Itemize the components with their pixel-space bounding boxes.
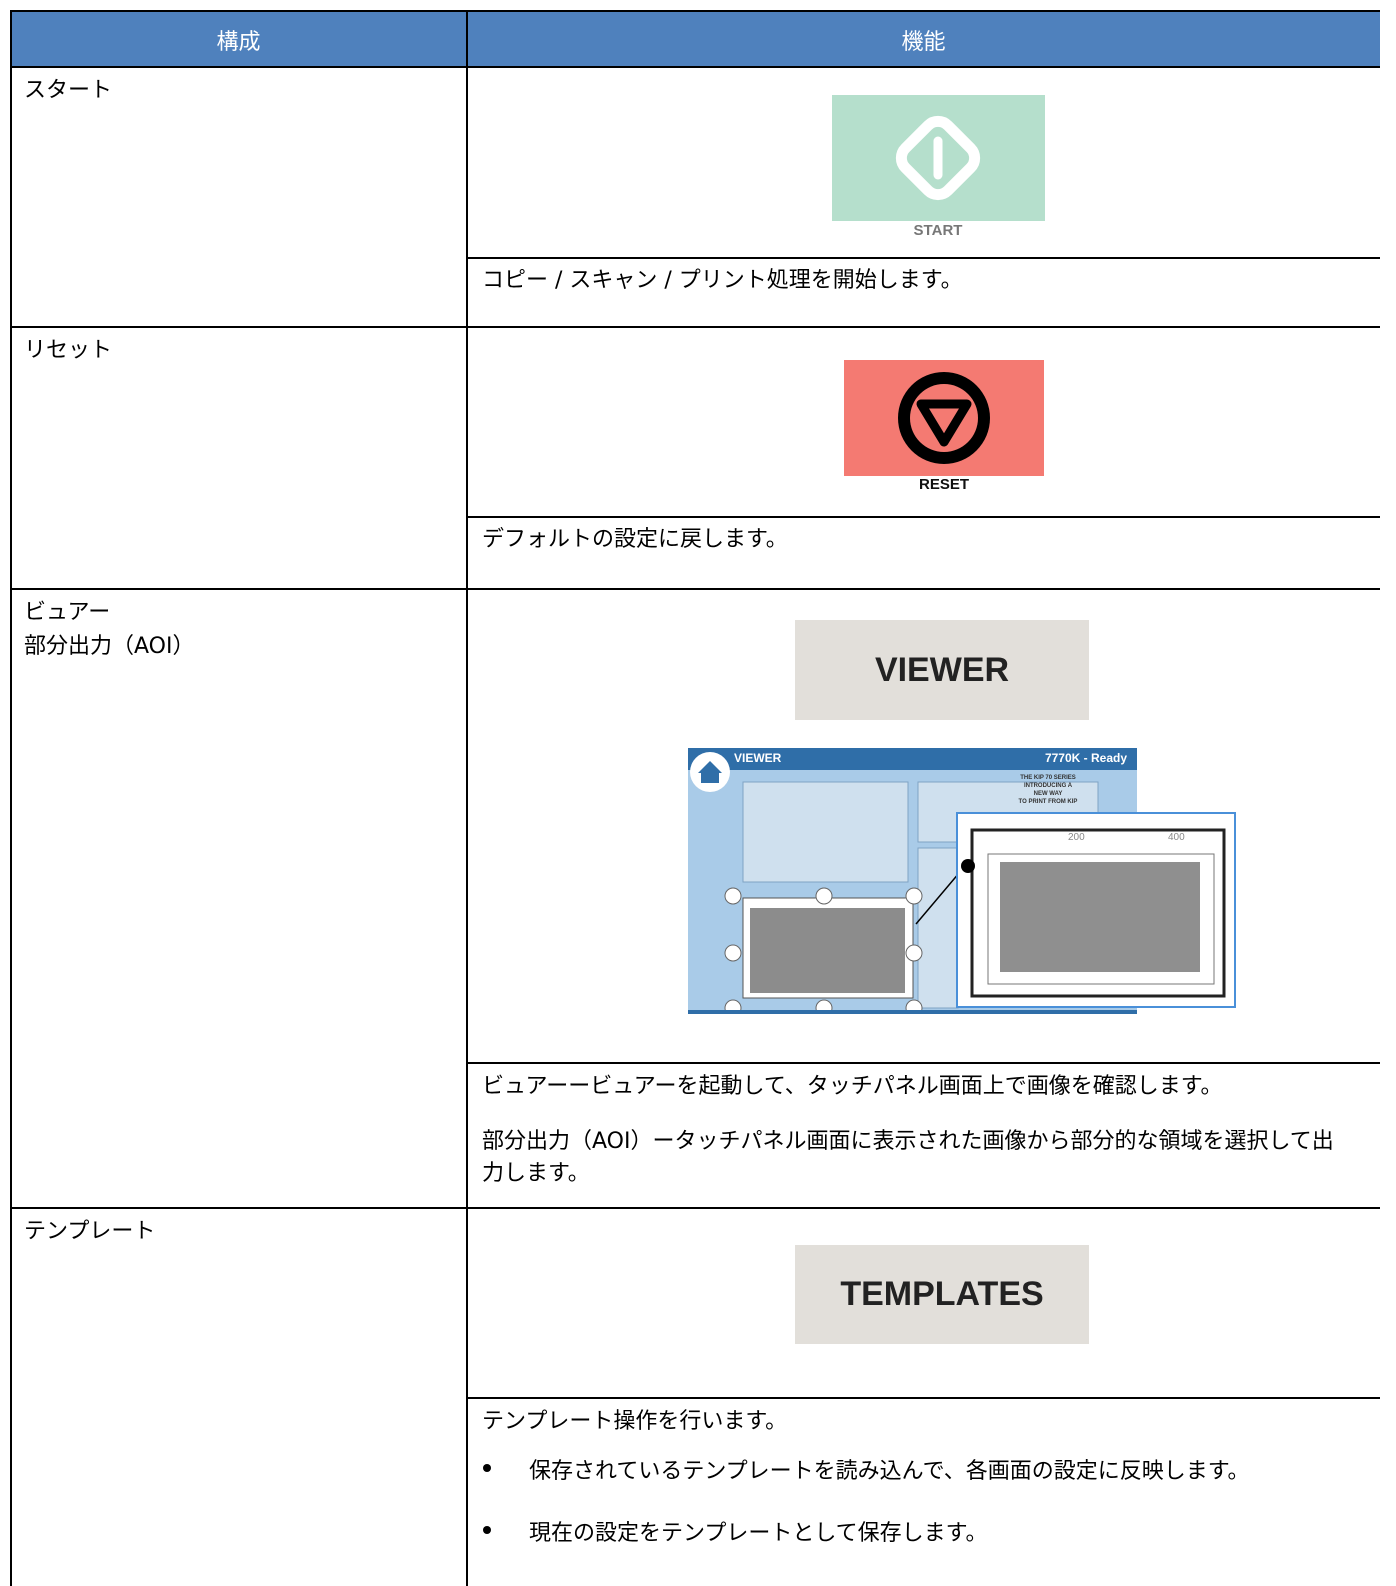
header-text: 構成 xyxy=(216,30,261,55)
banner-line: NEW WAY xyxy=(1033,791,1063,797)
banner: THE KIP 70 SERIES INTRODUCING A NEW WAY … xyxy=(1003,774,1093,806)
banner-line: THE KIP 70 SERIES xyxy=(1020,775,1076,781)
reset-icon xyxy=(898,372,990,464)
row-name: スタート xyxy=(24,78,113,103)
zoom-panel: 200 400 xyxy=(956,812,1236,1008)
zoom-graphics xyxy=(961,828,1226,998)
description: デフォルトの設定に戻します。 xyxy=(482,527,788,552)
viewer-graphics xyxy=(688,752,1137,1014)
description: テンプレート操作を行います。 xyxy=(482,1409,788,1434)
bullet-text: 現在の設定をテンプレートとして保存します。 xyxy=(529,1521,988,1546)
header-text: 機能 xyxy=(901,30,946,55)
banner-line: INTRODUCING A xyxy=(1023,783,1073,789)
ruler-label: 400 xyxy=(1168,832,1185,843)
border xyxy=(466,10,468,1586)
border xyxy=(10,326,1380,328)
description: 部分出力（AOI）ータッチパネル画面に表示された画像から部分的な領域を選択して出… xyxy=(482,1129,1334,1186)
border xyxy=(10,66,1380,68)
border xyxy=(467,1062,1380,1064)
header-cell: 機能 xyxy=(467,10,1380,66)
border xyxy=(10,588,1380,590)
border xyxy=(467,257,1380,259)
border xyxy=(10,10,12,1586)
row-name: ビュアー xyxy=(24,600,111,625)
title-bar xyxy=(688,748,1137,770)
button-caption: RESET xyxy=(918,476,970,493)
viewer-button-image: VIEWER xyxy=(795,620,1089,720)
border xyxy=(467,516,1380,518)
bullet xyxy=(483,1526,491,1534)
border xyxy=(467,1397,1380,1399)
bullet xyxy=(483,1464,491,1472)
row-name: テンプレート xyxy=(24,1219,156,1244)
ruler-label: 200 xyxy=(1068,832,1085,843)
header-cell: 構成 xyxy=(10,10,467,66)
row-name: リセット xyxy=(24,338,113,363)
row-name: 部分出力（AOI） xyxy=(24,634,195,659)
start-button-image xyxy=(832,95,1045,221)
button-caption: START xyxy=(913,222,963,239)
start-icon xyxy=(895,115,981,201)
banner-line: TO PRINT FROM KIP xyxy=(1018,799,1078,805)
screen-title: VIEWER xyxy=(734,751,782,765)
description: ビュアーービュアーを起動して、タッチパネル画面上で画像を確認します。 xyxy=(482,1074,1223,1099)
border xyxy=(10,10,1380,12)
reset-button-image xyxy=(844,360,1044,476)
border xyxy=(10,1207,1380,1209)
templates-button-image: TEMPLATES xyxy=(795,1245,1089,1344)
screen-status: 7770K - Ready xyxy=(1044,751,1127,765)
bullet-text: 保存されているテンプレートを読み込んで、各画面の設定に反映します。 xyxy=(529,1459,1250,1484)
description: コピー / スキャン / プリント処理を開始します。 xyxy=(482,268,963,293)
